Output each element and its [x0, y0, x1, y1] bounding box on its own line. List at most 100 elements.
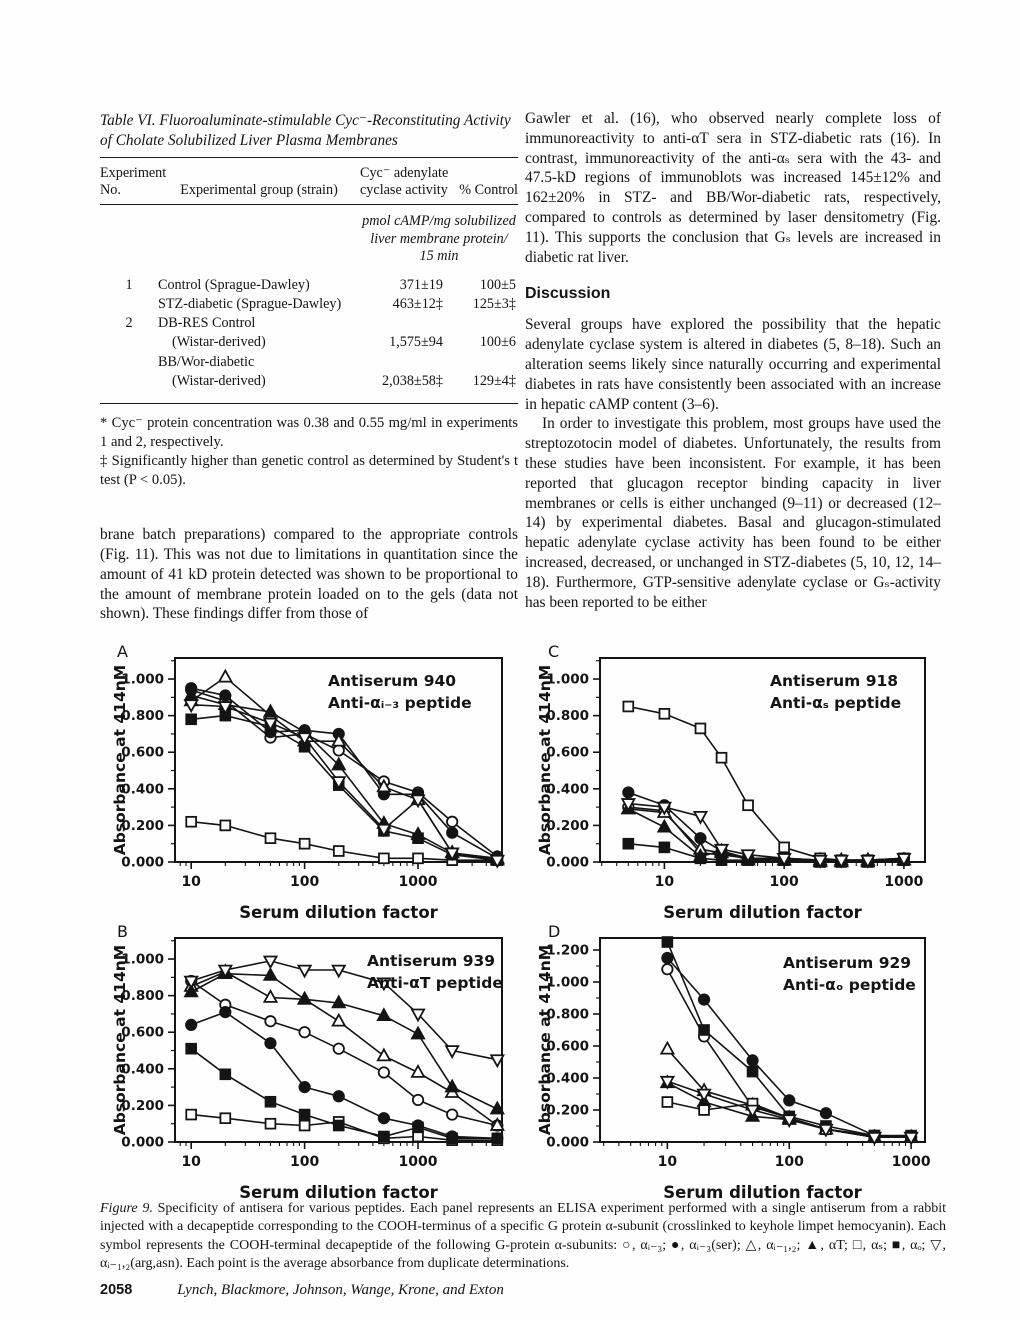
svg-text:1.000: 1.000	[121, 672, 164, 688]
cell-experiment-no	[100, 372, 158, 391]
page-footer: 2058 Lynch, Blackmore, Johnson, Wange, K…	[100, 1281, 800, 1299]
svg-text:Serum dilution factor: Serum dilution factor	[239, 1183, 438, 1200]
figure-panel-a: 0.000 0.200 0.400 0.600 0.800 1.000 10 100 1000 A…	[95, 642, 520, 925]
cell-group: DB-RES Control	[158, 315, 256, 332]
table-row: (Wistar-derived) 1,575±94 100±6	[100, 333, 518, 352]
svg-text:10: 10	[181, 1154, 201, 1170]
svg-text:1000: 1000	[892, 1154, 931, 1170]
body-paragraph-2: Several groups have explored the possibi…	[525, 316, 941, 413]
cell-activity	[360, 353, 457, 372]
chart-antiserum-939: 0.000 0.200 0.400 0.600 0.800 1.000 10 100 1000 B…	[111, 922, 505, 1202]
svg-text:0.600: 0.600	[121, 1025, 164, 1041]
table-row: BB/Wor-diabetic	[100, 353, 518, 372]
discussion-heading: Discussion	[525, 285, 611, 303]
svg-text:0.400: 0.400	[121, 781, 164, 797]
svg-text:0.400: 0.400	[546, 1071, 589, 1087]
cell-experiment-no: 1	[125, 276, 133, 293]
cell-control	[457, 353, 518, 372]
cell-control: 100±6	[479, 334, 516, 351]
svg-text:Anti-αT peptide: Anti-αT peptide	[367, 974, 503, 992]
chart-antiserum-918: 0.000 0.200 0.400 0.600 0.800 1.000 10 100 1000 C…	[536, 642, 926, 922]
cell-activity	[360, 314, 457, 333]
body-paragraph-continuation: brane batch preparations) compared to th…	[100, 526, 518, 623]
svg-text:0.200: 0.200	[121, 1098, 164, 1114]
svg-text:Antiserum 939: Antiserum 939	[367, 952, 495, 970]
figure-caption-text: Specificity of antisera for various pept…	[100, 1201, 947, 1271]
table-title: Table VI. Fluoroaluminate-stimulable Cyc…	[100, 112, 511, 149]
table-row: (Wistar-derived) 2,038±58‡ 129±4‡	[100, 372, 518, 391]
cell-group: BB/Wor-diabetic	[158, 353, 255, 370]
table-header-activity: Cyc⁻ adenylate cyclase activity	[360, 165, 449, 198]
table-row: 2 DB-RES Control	[100, 314, 518, 333]
cell-control: 100±5	[479, 276, 516, 293]
figure-panel-c: 0.000 0.200 0.400 0.600 0.800 1.000 10 100 1000 C…	[520, 642, 945, 925]
cell-activity: 463±12‡	[392, 295, 443, 312]
page-number: 2058	[100, 1282, 133, 1298]
svg-text:10: 10	[181, 874, 201, 890]
svg-text:1000: 1000	[399, 1154, 438, 1170]
svg-text:0.800: 0.800	[121, 988, 164, 1004]
svg-text:0.000: 0.000	[121, 1135, 164, 1151]
svg-text:Absorbance at 414nM: Absorbance at 414nM	[111, 945, 129, 1135]
svg-text:D: D	[548, 923, 560, 941]
svg-text:0.000: 0.000	[546, 1135, 589, 1151]
svg-text:Serum dilution factor: Serum dilution factor	[663, 1183, 862, 1200]
left-column: Table VI. Fluoroaluminate-stimulable Cyc…	[100, 111, 518, 640]
table-header-group: Experimental group (strain)	[180, 182, 338, 198]
svg-text:0.400: 0.400	[546, 781, 589, 797]
svg-text:1000: 1000	[399, 874, 438, 890]
svg-text:C: C	[548, 643, 559, 661]
figure-caption: Figure 9. Specificity of antisera for va…	[100, 1200, 946, 1273]
svg-text:0.600: 0.600	[546, 745, 589, 761]
svg-text:Serum dilution factor: Serum dilution factor	[663, 903, 862, 920]
table-row: 1 Control (Sprague-Dawley) 371±19 100±5	[100, 276, 518, 295]
svg-text:100: 100	[770, 874, 799, 890]
chart-antiserum-940: 0.000 0.200 0.400 0.600 0.800 1.000 10 100 1000 A…	[111, 642, 505, 922]
svg-text:A: A	[117, 643, 128, 661]
footnote-dagger: ‡ Significantly higher than genetic cont…	[100, 453, 518, 489]
svg-text:0.800: 0.800	[546, 708, 589, 724]
cell-control: 125±3‡	[472, 295, 516, 312]
body-paragraph-3: In order to investigate this problem, mo…	[525, 415, 941, 611]
chart-antiserum-929: 0.000 0.200 0.400 0.600 0.800 1.000 1.200 10 100…	[536, 922, 931, 1202]
table-footnotes: * Cyc⁻ protein concentration was 0.38 an…	[100, 414, 518, 490]
figure-panel-d: 0.000 0.200 0.400 0.600 0.800 1.000 1.200 10 100…	[520, 922, 945, 1205]
svg-text:0.200: 0.200	[546, 818, 589, 834]
svg-text:Antiserum 929: Antiserum 929	[783, 954, 911, 972]
footnote-asterisk: * Cyc⁻ protein concentration was 0.38 an…	[100, 415, 518, 451]
svg-text:0.400: 0.400	[121, 1061, 164, 1077]
cell-experiment-no	[100, 333, 158, 352]
svg-text:1.000: 1.000	[546, 975, 589, 991]
body-paragraph-1: Gawler et al. (16), who observed nearly …	[525, 110, 941, 266]
cell-activity: 2,038±58‡	[382, 372, 443, 389]
svg-text:10: 10	[655, 874, 675, 890]
cell-group: Control (Sprague-Dawley)	[158, 276, 310, 293]
cell-group: (Wistar-derived)	[172, 372, 266, 389]
table-row: STZ-diabetic (Sprague-Dawley) 463±12‡ 12…	[100, 295, 518, 314]
svg-text:0.200: 0.200	[121, 818, 164, 834]
svg-text:0.000: 0.000	[546, 855, 589, 871]
cell-experiment-no: 2	[125, 315, 133, 332]
cell-activity: 371±19	[399, 276, 443, 293]
svg-text:100: 100	[775, 1154, 804, 1170]
svg-text:Antiserum 940: Antiserum 940	[328, 672, 456, 690]
svg-text:0.200: 0.200	[546, 1103, 589, 1119]
table-header-experiment: Experiment No.	[100, 165, 167, 198]
svg-text:1.200: 1.200	[546, 943, 589, 959]
cell-activity: 1,575±94	[389, 334, 443, 351]
table-header-row: Experiment No. Experimental group (strai…	[100, 157, 518, 205]
svg-text:Absorbance at 414nM: Absorbance at 414nM	[111, 665, 129, 855]
cell-experiment-no	[100, 353, 158, 372]
svg-text:1.000: 1.000	[546, 672, 589, 688]
svg-text:100: 100	[290, 1154, 319, 1170]
svg-text:Absorbance at 414nM: Absorbance at 414nM	[536, 945, 554, 1135]
table-vi: Experiment No. Experimental group (strai…	[100, 157, 518, 490]
svg-text:Absorbance at 414nM: Absorbance at 414nM	[536, 665, 554, 855]
table-units-note: pmol cAMP/mg solubilized liver membrane …	[362, 213, 516, 264]
svg-text:1.000: 1.000	[121, 952, 164, 968]
cell-group: (Wistar-derived)	[172, 334, 266, 351]
right-column: Gawler et al. (16), who observed nearly …	[525, 109, 941, 612]
svg-text:0.000: 0.000	[121, 855, 164, 871]
svg-text:Anti-αₛ peptide: Anti-αₛ peptide	[770, 694, 901, 712]
